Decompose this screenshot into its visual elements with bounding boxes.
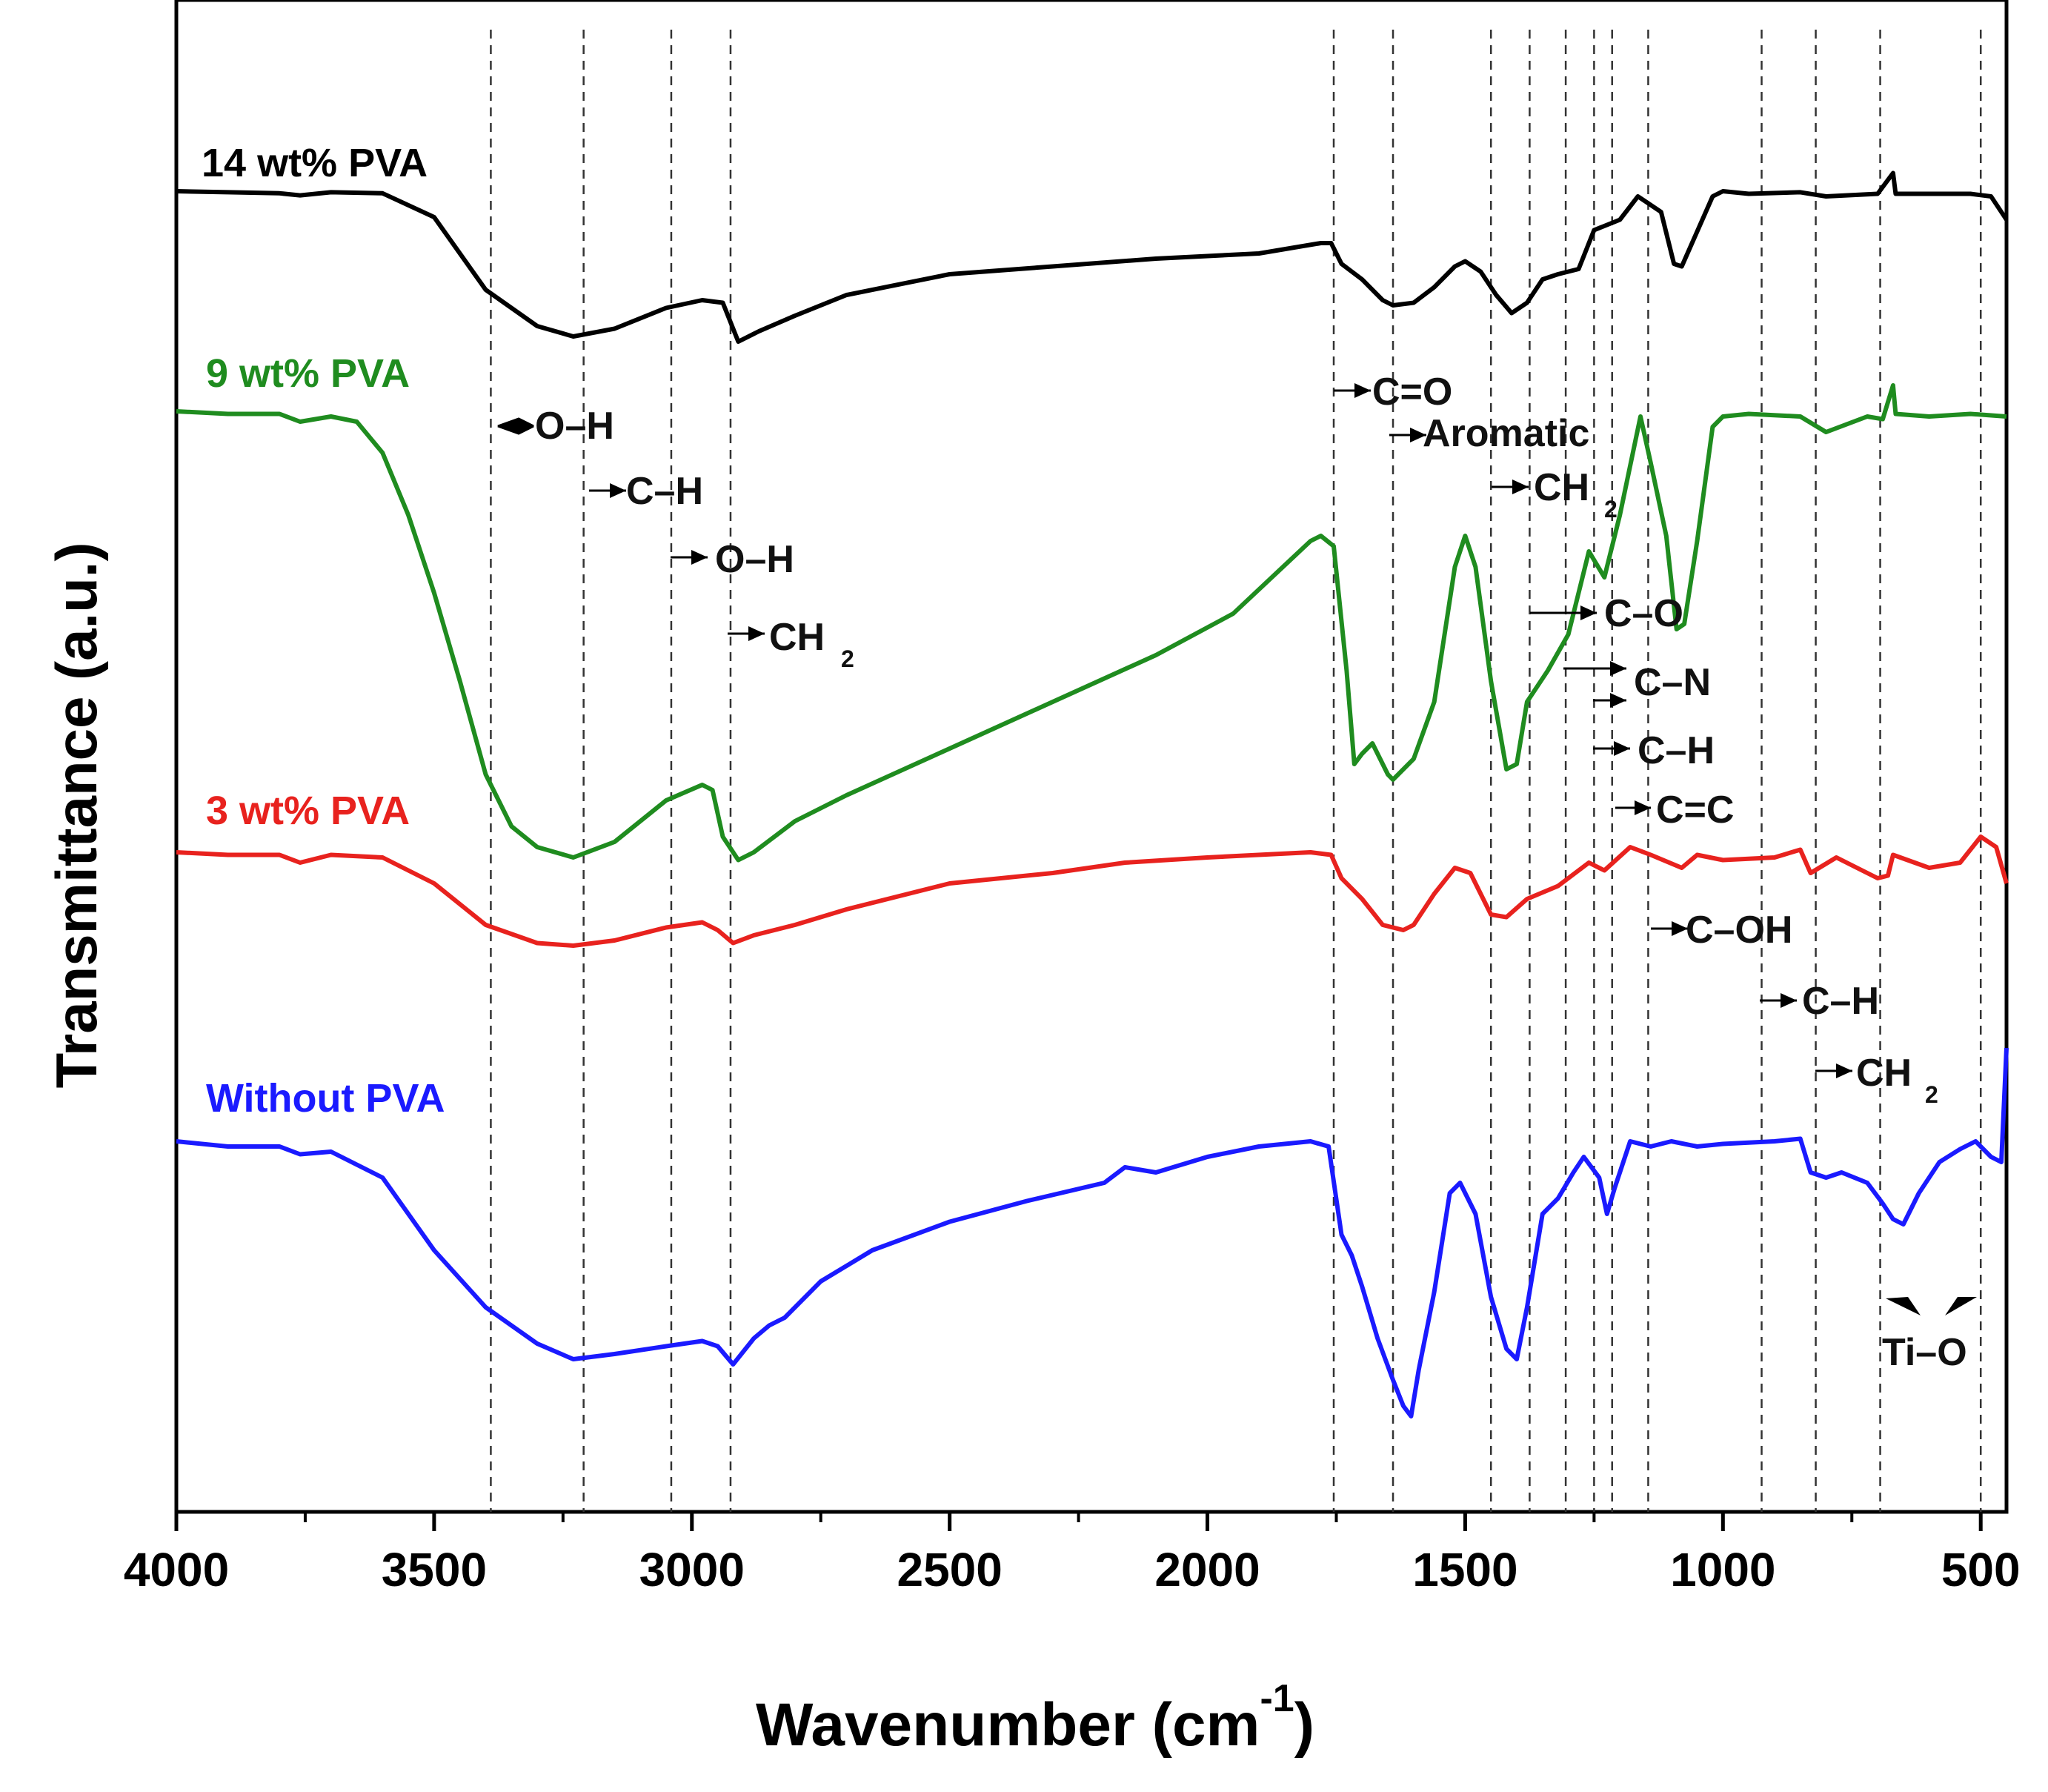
annotation-tio: Ti–O: [1882, 1297, 1977, 1374]
x-tick-label-4: 2000: [1154, 1543, 1260, 1596]
series-label-3: 3 wt% PVA: [206, 789, 410, 833]
annotation-ch2-3: CH 2: [1815, 1052, 1938, 1108]
svg-text:2: 2: [1925, 1081, 1938, 1108]
svg-text:CH: CH: [1534, 466, 1589, 509]
x-tick-label-6: 1000: [1670, 1543, 1775, 1596]
svg-text:C–H: C–H: [626, 470, 703, 513]
series-label-14: 14 wt% PVA: [202, 141, 428, 185]
svg-text:C–H: C–H: [1638, 729, 1715, 772]
svg-text:C=C: C=C: [1656, 789, 1734, 832]
annotation-coh: C–OH: [1651, 909, 1792, 952]
svg-text:CH: CH: [769, 616, 825, 659]
x-tick-label-3: 2500: [897, 1543, 1002, 1596]
annotation-ch-1: C–H: [589, 470, 703, 513]
svg-text:C=O: C=O: [1372, 371, 1452, 414]
svg-text:C–N: C–N: [1634, 661, 1711, 704]
annotation-cn: C–N: [1563, 661, 1711, 704]
annotation-cc: C=C: [1615, 789, 1734, 832]
annotation-aromatic: Aromatic: [1389, 412, 1589, 455]
plot-frame: [176, 0, 2007, 1512]
svg-text:C–OH: C–OH: [1686, 909, 1792, 952]
svg-text:2: 2: [1604, 496, 1618, 522]
x-axis-title: Wavenumber (cm-1): [756, 1677, 1314, 1759]
series-line-0: [176, 173, 2007, 342]
annotation-co-1: C=O: [1334, 371, 1452, 414]
x-tick-label-7: 500: [1941, 1543, 2021, 1596]
annotation-ch2-2: CH 2: [1492, 466, 1618, 522]
svg-text:O–H: O–H: [715, 538, 794, 581]
x-tick-label-1: 3500: [382, 1543, 487, 1596]
svg-text:Wavenumber (cm-1): Wavenumber (cm-1): [756, 1677, 1314, 1759]
annotation-ch2-1: CH 2: [728, 616, 854, 672]
svg-text:CH: CH: [1856, 1052, 1912, 1095]
svg-text:2: 2: [841, 646, 854, 672]
x-tick-label-0: 4000: [124, 1543, 229, 1596]
annotation-ch-3: C–H: [1760, 980, 1879, 1023]
svg-text:Aromatic: Aromatic: [1423, 412, 1589, 455]
annotation-oh-1: O–H: [498, 405, 614, 448]
series-line-3: [176, 1048, 2007, 1416]
svg-text:Ti–O: Ti–O: [1882, 1331, 1967, 1374]
svg-text:C–O: C–O: [1604, 592, 1683, 635]
annotations: O–H C–H O–H CH 2 C=O Aromatic CH 2 C–O C–N…: [498, 371, 1977, 1374]
svg-text:O–H: O–H: [535, 405, 614, 448]
series-label-without: Without PVA: [206, 1076, 445, 1121]
y-axis-title: Transmittance (a.u.): [44, 542, 109, 1089]
annotation-c-o: C–O: [1530, 592, 1683, 635]
annotation-oh-2: O–H: [671, 538, 794, 581]
dashed-reference-lines: [491, 30, 1981, 1512]
series-label-9: 9 wt% PVA: [206, 351, 410, 396]
x-axis-ticks: 4000 3500 3000 2500 2000 1500 1000 500: [124, 1512, 2021, 1596]
ftir-chart: 4000 3500 3000 2500 2000 1500 1000 500 14 wt% P…: [0, 0, 2048, 1792]
x-tick-label-5: 1500: [1412, 1543, 1517, 1596]
x-tick-label-2: 3000: [639, 1543, 745, 1596]
svg-text:C–H: C–H: [1802, 980, 1879, 1023]
